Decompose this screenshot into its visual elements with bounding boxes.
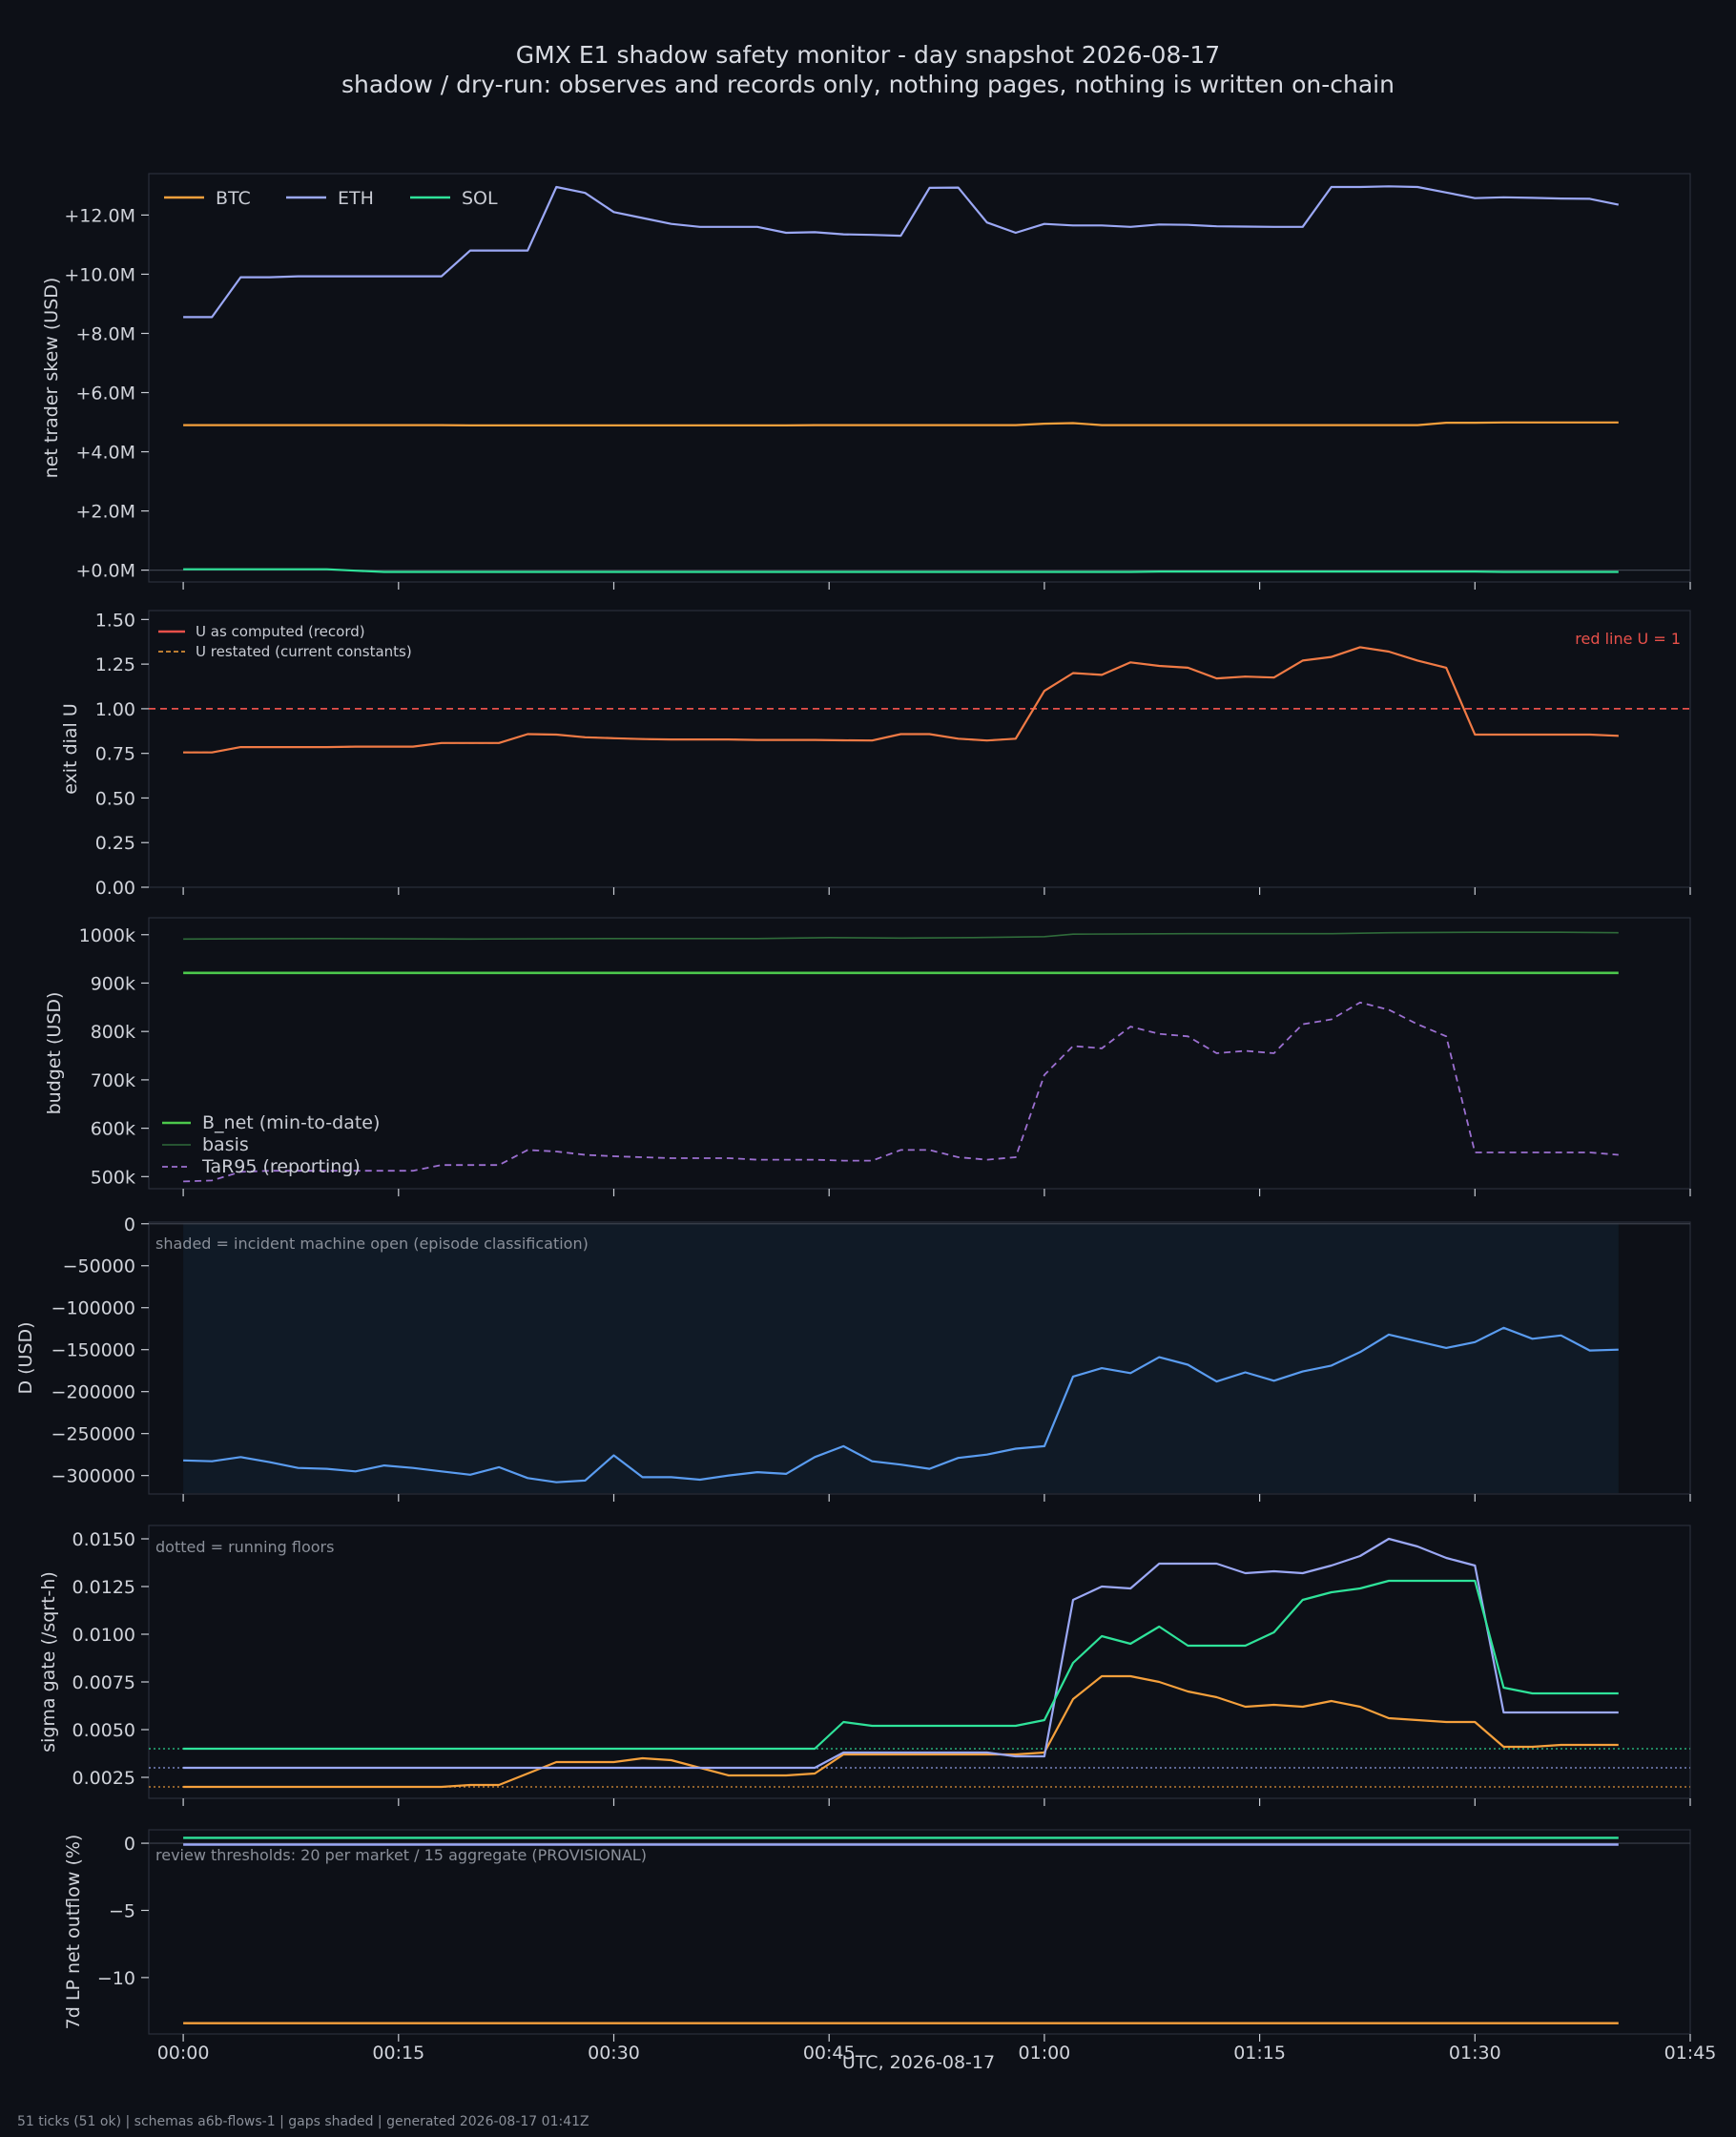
y-tick-label: −150000 [52,1340,135,1361]
legend-label-sol: SOL [462,188,498,209]
series-line-eth [183,185,1620,319]
y-tick-label: −300000 [52,1466,135,1487]
y-tick-label: 0.50 [95,788,135,809]
chart-subtitle: shadow / dry-run: observes and records o… [341,71,1395,98]
x-tick-label: 00:30 [588,2043,640,2064]
panel-1: +0.0M +2.0M +4.0M +6.0M +8.0M +10.0M +12.0M net… [41,173,1691,590]
y-tick-label: 1.50 [95,610,135,631]
y-tick-label: −100000 [52,1298,135,1319]
legend-label-tar95: TaR95 (reporting) [201,1156,361,1177]
y-tick-label: 800k [91,1022,135,1043]
y-tick-label: +10.0M [64,264,135,285]
x-axis-label: UTC, 2026-08-17 [842,2052,995,2073]
panel-4: 0 −50000 −100000 −150000 −200000 −250000 −3000… [15,1214,1691,1502]
panel-3: 500k 600k 700k 800k 900k 1000k budget (USD) B_n… [44,917,1691,1196]
y-axis-label: sigma gate (/sqrt-h) [38,1571,59,1753]
series-line-btc [183,421,1619,426]
y-tick-label: 0.25 [95,833,135,854]
incident-shade [183,1223,1619,1493]
chart-title: GMX E1 shadow safety monitor - day snaps… [516,41,1220,69]
panel-frame [148,173,1691,583]
y-tick-label: 0.0125 [72,1577,135,1598]
y-tick-label: +4.0M [75,443,135,464]
y-tick-label: 0.0025 [72,1768,135,1789]
series-line-btc [183,1674,1619,1789]
y-tick-label: +12.0M [64,205,135,226]
y-axis-label: net trader skew (USD) [41,278,62,479]
panel-2: 0.00 0.25 0.50 0.75 1.00 1.25 1.50 exit dial U r… [60,610,1691,899]
panel-frame [148,610,1691,888]
legend-label-b-net: B_net (min-to-date) [202,1112,380,1133]
y-tick-label: 500k [91,1167,135,1188]
y-tick-label: 0.0050 [72,1720,135,1741]
annotation-red-line: red line U = 1 [1575,630,1681,648]
annotation-thresholds: review thresholds: 20 per market / 15 ag… [155,1846,647,1864]
y-tick-label: 900k [91,973,135,994]
y-tick-label: −50000 [63,1256,135,1277]
y-tick-label: 1.00 [95,699,135,720]
panel-frame [148,917,1691,1190]
y-tick-label: 0.0100 [72,1625,135,1646]
series-line-sol [183,1579,1619,1751]
legend-label-basis: basis [202,1134,249,1155]
x-tick-label: 00:45 [803,2043,856,2064]
legend-label-u-record: U as computed (record) [196,623,365,640]
series-line-basis [183,931,1619,941]
y-tick-label: +8.0M [75,323,135,344]
legend-label-u-restated: U restated (current constants) [196,643,412,660]
y-tick-label: +6.0M [75,384,135,405]
annotation-floors: dotted = running floors [155,1538,334,1556]
x-tick-label: 01:45 [1664,2043,1717,2064]
chart-panels: +0.0M +2.0M +4.0M +6.0M +8.0M +10.0M +12.0M net… [15,173,1717,2064]
y-tick-label: 0.00 [95,878,135,899]
y-tick-label: −250000 [52,1424,135,1445]
series-line-d [183,1326,1619,1483]
y-tick-label: 700k [91,1070,135,1091]
series-line-tar95 [183,1001,1619,1183]
x-tick-label: 00:00 [157,2043,210,2064]
series-line-eth [183,1537,1619,1770]
x-tick-label: 01:15 [1233,2043,1286,2064]
y-axis-label: exit dial U [60,703,81,795]
legend-label-btc: BTC [216,188,251,209]
panel-5: 0.0025 0.0050 0.0075 0.0100 0.0125 0.0150 sigm… [38,1525,1691,1806]
panel-6: 0 −5 −10 7d LP net outflow (%) review thresh… [63,1829,1717,2064]
series-line-sol [183,568,1619,573]
y-tick-label: −200000 [52,1382,135,1403]
annotation-shaded: shaded = incident machine open (episode … [155,1234,589,1253]
y-tick-label: 1.25 [95,654,135,675]
y-tick-label: +0.0M [75,561,135,582]
panel-frame [148,1829,1691,2035]
y-axis-label: budget (USD) [44,992,65,1115]
panel-frame [148,1525,1691,1799]
series-line-u-record [183,646,1619,754]
x-tick-label: 01:30 [1449,2043,1501,2064]
y-tick-label: 0 [124,1834,135,1855]
y-tick-label: −5 [109,1900,135,1921]
y-tick-label: +2.0M [75,502,135,523]
panel-frame [148,1221,1691,1495]
legend-label-eth: ETH [338,188,374,209]
y-tick-label: −10 [97,1968,135,1989]
y-tick-label: 0.0150 [72,1529,135,1550]
x-tick-label: 00:15 [372,2043,424,2064]
y-tick-label: 0 [124,1214,135,1235]
x-tick-label: 01:00 [1019,2043,1071,2064]
y-axis-label: 7d LP net outflow (%) [63,1835,84,2030]
y-tick-label: 1000k [79,925,135,946]
y-tick-label: 0.75 [95,744,135,765]
footer-status: 51 ticks (51 ok) | schemas a6b-flows-1 |… [17,2114,589,2129]
y-tick-label: 600k [91,1119,135,1140]
y-tick-label: 0.0075 [72,1672,135,1693]
y-axis-label: D (USD) [15,1321,36,1394]
